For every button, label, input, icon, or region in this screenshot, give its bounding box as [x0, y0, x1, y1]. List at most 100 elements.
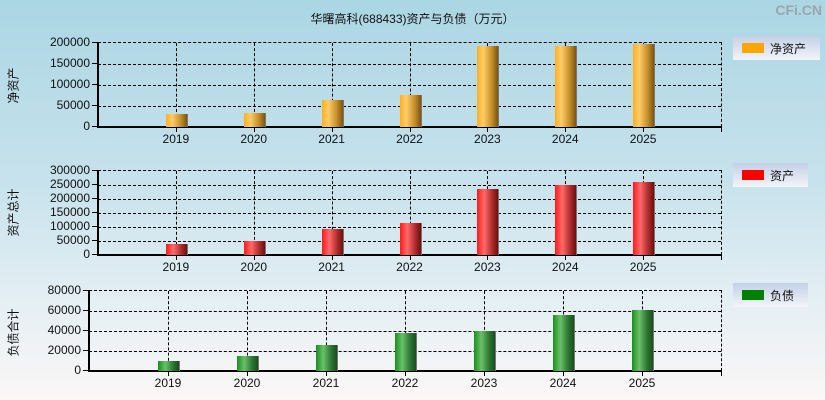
- bar-2021: [321, 100, 343, 127]
- bar-2023: [477, 189, 499, 255]
- x-tick-label: 2025: [629, 132, 657, 146]
- bar-2022: [395, 333, 416, 371]
- plot-total-liabilities: [88, 290, 722, 372]
- x-tick-label: 2022: [391, 376, 419, 390]
- x-tick-label: 2020: [240, 132, 268, 146]
- x-tick-label: 2025: [629, 260, 657, 274]
- x-tick: [247, 371, 248, 376]
- y-tick: [92, 240, 98, 241]
- bar-2019: [165, 113, 187, 127]
- x-tick-label: 2023: [474, 260, 501, 274]
- y-tick-label: 50000: [56, 233, 90, 247]
- x-tick: [643, 255, 645, 260]
- x-tick-label: 2021: [312, 376, 340, 390]
- x-tick: [405, 371, 406, 376]
- grid-line-vertical: [253, 43, 255, 127]
- y-tick: [83, 290, 89, 291]
- grid-line-vertical: [326, 291, 327, 371]
- y-tick-label: 200000: [49, 191, 90, 205]
- y-tick: [83, 350, 89, 351]
- x-tick: [326, 371, 327, 376]
- x-tick-label: 2025: [628, 376, 656, 390]
- grid-line-vertical: [405, 291, 406, 371]
- legend-swatch-total-assets: [742, 170, 764, 180]
- x-tick: [487, 255, 489, 260]
- y-tick-label: 150000: [49, 56, 90, 70]
- x-tick-label: 2021: [318, 132, 345, 146]
- y-tick: [92, 42, 98, 43]
- plot-net-assets: [97, 42, 722, 128]
- bar-2024: [553, 315, 574, 371]
- legend-label-total-assets: 资产: [770, 168, 795, 183]
- y-tick: [83, 330, 89, 331]
- y-tick: [83, 370, 89, 371]
- y-tick-label: 250000: [49, 177, 90, 191]
- bar-2022: [399, 95, 421, 127]
- x-tick-label: 2020: [233, 376, 261, 390]
- y-tick: [92, 198, 98, 199]
- x-tick: [721, 371, 722, 376]
- y-tick: [92, 126, 98, 127]
- grid-line-vertical: [175, 43, 177, 127]
- y-tick-label: 40000: [47, 323, 81, 337]
- x-tick-label: 2022: [396, 260, 423, 274]
- x-tick: [484, 371, 485, 376]
- bar-2021: [321, 228, 343, 255]
- x-tick: [409, 127, 411, 132]
- x-tick: [331, 255, 333, 260]
- x-tick-label: 2019: [162, 132, 190, 146]
- grid-line-vertical: [175, 171, 177, 255]
- bar-2019: [165, 243, 187, 255]
- x-tick-label: 2019: [162, 260, 190, 274]
- x-tick-label: 2024: [551, 132, 579, 146]
- legend-label-total-liabilities: 负债: [770, 288, 795, 303]
- y-tick: [92, 84, 98, 85]
- legend-swatch-net-assets: [742, 43, 764, 53]
- grid-line-vertical: [247, 291, 248, 371]
- chart-title: 华曙高科(688433)资产与负债（万元）: [310, 12, 515, 26]
- grid-line-vertical: [168, 291, 169, 371]
- y-tick-label: 0: [74, 363, 81, 377]
- y-tick-label: 100000: [49, 77, 90, 91]
- bar-2020: [237, 356, 258, 371]
- x-tick: [565, 255, 567, 260]
- x-tick: [175, 127, 177, 132]
- x-tick-label: 2020: [240, 260, 268, 274]
- grid-line-vertical: [331, 171, 333, 255]
- y-tick-label: 60000: [47, 303, 81, 317]
- x-tick: [565, 127, 567, 132]
- x-tick-label: 2019: [154, 376, 182, 390]
- x-tick-label: 2024: [549, 376, 577, 390]
- bar-2024: [555, 45, 577, 127]
- y-tick: [92, 170, 98, 171]
- bar-2021: [316, 345, 337, 371]
- legend-label-net-assets: 净资产: [770, 41, 807, 56]
- x-tick-label: 2023: [474, 132, 501, 146]
- y-tick-label: 50000: [56, 98, 90, 112]
- x-tick: [331, 127, 333, 132]
- y-tick-label: 150000: [49, 205, 90, 219]
- legend-total-assets: 资产: [733, 163, 808, 187]
- bar-2020: [243, 240, 265, 255]
- x-tick: [253, 127, 255, 132]
- y-tick-label: 0: [83, 247, 90, 261]
- x-tick: [643, 127, 645, 132]
- legend-swatch-total-liabilities: [742, 290, 764, 300]
- grid-line-vertical: [331, 43, 333, 127]
- x-tick: [175, 255, 177, 260]
- bar-2025: [632, 310, 653, 371]
- x-tick-label: 2022: [396, 132, 423, 146]
- bar-2022: [399, 222, 421, 255]
- y-tick-label: 80000: [47, 283, 81, 297]
- x-tick: [721, 255, 722, 260]
- grid-line-vertical: [409, 171, 411, 255]
- legend-total-liabilities: 负债: [733, 283, 808, 307]
- bar-2025: [633, 43, 655, 127]
- bar-2020: [243, 113, 265, 127]
- grid-line-vertical: [409, 43, 411, 127]
- bar-2024: [555, 184, 577, 255]
- y-tick-label: 300000: [49, 163, 90, 177]
- x-tick: [409, 255, 411, 260]
- y-tick: [92, 184, 98, 185]
- bar-2019: [158, 361, 179, 371]
